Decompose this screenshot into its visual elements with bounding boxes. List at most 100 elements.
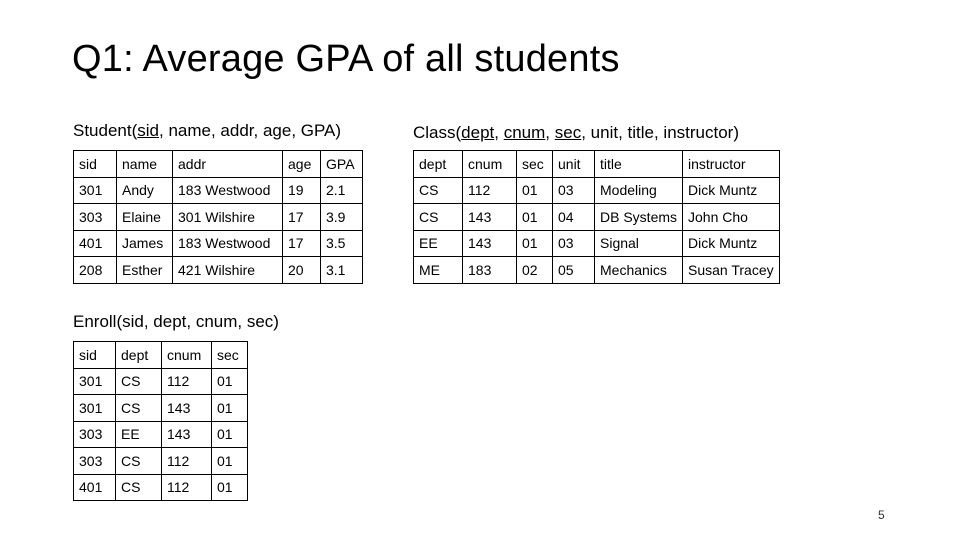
student-schema-prefix: Student( — [73, 121, 138, 140]
table-cell: 17 — [282, 203, 321, 231]
table-cell: CS — [413, 203, 463, 231]
column-header: name — [116, 150, 173, 178]
table-cell: EE — [115, 420, 162, 448]
table-row: CS 143 01 04 DB Systems John Cho — [413, 203, 780, 231]
table-row: 303 Elaine 301 Wilshire 17 3.9 — [73, 203, 363, 231]
table-cell: 112 — [462, 176, 517, 204]
table-header-row: dept cnum sec unit title instructor — [413, 150, 780, 178]
table-row: 208 Esther 421 Wilshire 20 3.1 — [73, 256, 363, 284]
table-row: 301 CS 112 01 — [73, 367, 248, 395]
table-cell: 112 — [161, 473, 212, 501]
class-schema-sep: , — [545, 123, 555, 142]
table-cell: CS — [115, 473, 162, 501]
table-cell: 301 — [73, 394, 116, 422]
table-cell: Dick Muntz — [682, 229, 780, 257]
column-header: sec — [211, 341, 248, 369]
table-cell: Susan Tracey — [682, 256, 780, 284]
table-row: 303 EE 143 01 — [73, 420, 248, 448]
table-cell: 01 — [211, 367, 248, 395]
class-table: dept cnum sec unit title instructor CS 1… — [413, 150, 780, 284]
table-row: CS 112 01 03 Modeling Dick Muntz — [413, 176, 780, 204]
table-cell: 303 — [73, 203, 117, 231]
table-cell: 01 — [516, 229, 553, 257]
enroll-schema: Enroll(sid, dept, cnum, sec) — [73, 312, 279, 331]
table-cell: CS — [115, 394, 162, 422]
table-cell: Elaine — [116, 203, 173, 231]
column-header: sid — [73, 341, 116, 369]
table-cell: Signal — [594, 229, 683, 257]
table-cell: John Cho — [682, 203, 780, 231]
column-header: cnum — [161, 341, 212, 369]
table-cell: CS — [413, 176, 463, 204]
table-cell: 303 — [73, 420, 116, 448]
table-cell: 301 — [73, 367, 116, 395]
table-cell: 401 — [73, 229, 117, 257]
table-cell: 143 — [462, 203, 517, 231]
slide-title: Q1: Average GPA of all students — [72, 38, 620, 80]
column-header: age — [282, 150, 321, 178]
table-cell: EE — [413, 229, 463, 257]
class-schema-key-cnum: cnum — [503, 123, 546, 142]
table-cell: Modeling — [594, 176, 683, 204]
column-header: cnum — [462, 150, 517, 178]
table-cell: 3.9 — [320, 203, 363, 231]
table-row: 303 CS 112 01 — [73, 447, 248, 475]
column-header: dept — [115, 341, 162, 369]
column-header: unit — [552, 150, 595, 178]
table-cell: 303 — [73, 447, 116, 475]
table-cell: Dick Muntz — [682, 176, 780, 204]
table-cell: 01 — [516, 176, 553, 204]
slide-number: 5 — [878, 508, 885, 522]
column-header: addr — [172, 150, 283, 178]
table-row: 301 CS 143 01 — [73, 394, 248, 422]
table-cell: 112 — [161, 367, 212, 395]
table-cell: CS — [115, 367, 162, 395]
table-row: EE 143 01 03 Signal Dick Muntz — [413, 229, 780, 257]
student-table: sid name addr age GPA 301 Andy 183 Westw… — [73, 150, 363, 284]
table-cell: Andy — [116, 176, 173, 204]
table-cell: 01 — [211, 394, 248, 422]
table-cell: 183 Westwood — [172, 176, 283, 204]
table-cell: 301 — [73, 176, 117, 204]
table-header-row: sid name addr age GPA — [73, 150, 363, 178]
table-cell: 143 — [161, 394, 212, 422]
class-schema-prefix: Class( — [413, 123, 462, 142]
table-cell: James — [116, 229, 173, 257]
table-cell: 183 Westwood — [172, 229, 283, 257]
column-header: dept — [413, 150, 463, 178]
table-cell: 02 — [516, 256, 553, 284]
table-cell: ME — [413, 256, 463, 284]
table-row: 401 James 183 Westwood 17 3.5 — [73, 229, 363, 257]
table-cell: 143 — [462, 229, 517, 257]
table-cell: DB Systems — [594, 203, 683, 231]
table-cell: 301 Wilshire — [172, 203, 283, 231]
class-schema-sep: , — [494, 123, 504, 142]
table-cell: 03 — [552, 229, 595, 257]
table-cell: 01 — [516, 203, 553, 231]
table-cell: 01 — [211, 420, 248, 448]
student-schema-rest: , name, addr, age, GPA) — [159, 121, 342, 140]
column-header: instructor — [682, 150, 780, 178]
table-cell: 3.1 — [320, 256, 363, 284]
table-cell: 20 — [282, 256, 321, 284]
table-cell: Esther — [116, 256, 173, 284]
table-cell: Mechanics — [594, 256, 683, 284]
table-cell: 112 — [161, 447, 212, 475]
table-cell: 17 — [282, 229, 321, 257]
table-cell: 208 — [73, 256, 117, 284]
class-schema: Class(dept, cnum, sec, unit, title, inst… — [413, 123, 739, 143]
column-header: GPA — [320, 150, 363, 178]
class-schema-key-sec: sec — [554, 123, 582, 142]
table-cell: 2.1 — [320, 176, 363, 204]
table-cell: 401 — [73, 473, 116, 501]
class-schema-rest: , unit, title, instructor) — [581, 123, 739, 142]
column-header: sec — [516, 150, 553, 178]
student-schema: Student(sid, name, addr, age, GPA) — [73, 121, 341, 141]
table-cell: 421 Wilshire — [172, 256, 283, 284]
table-cell: 01 — [211, 447, 248, 475]
table-row: 301 Andy 183 Westwood 19 2.1 — [73, 176, 363, 204]
table-cell: 01 — [211, 473, 248, 501]
table-cell: 183 — [462, 256, 517, 284]
table-cell: 19 — [282, 176, 321, 204]
class-schema-key-dept: dept — [461, 123, 495, 142]
